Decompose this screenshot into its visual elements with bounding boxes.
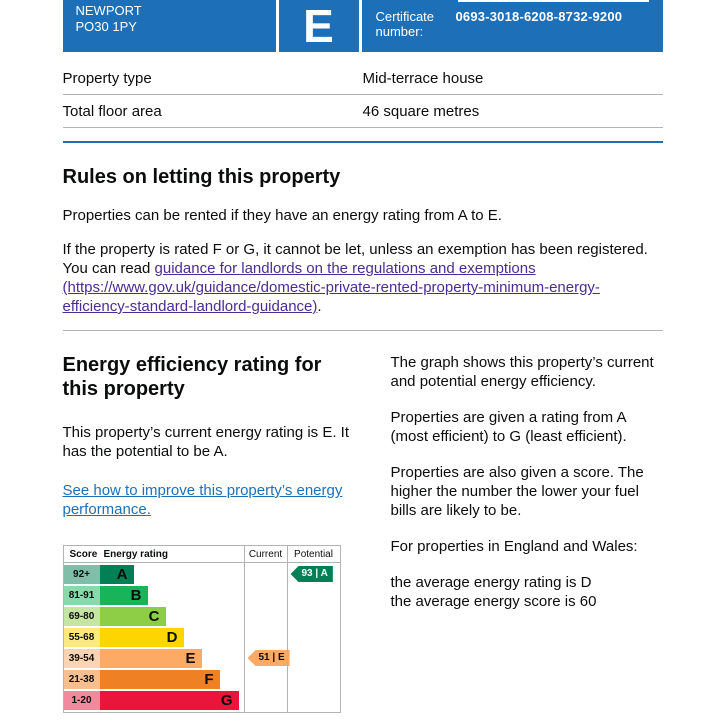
address-town: NEWPORT xyxy=(75,3,142,18)
header-divider-line xyxy=(457,0,649,2)
score-explainer-para: Properties are also given a score. The h… xyxy=(390,464,644,519)
band-score: 55-68 xyxy=(63,628,100,647)
band-letter: G xyxy=(220,692,233,709)
energy-rating-section: Energy efficiency rating for this proper… xyxy=(62,351,663,713)
address-postcode: PO30 1PY xyxy=(75,19,137,34)
band-letter: B xyxy=(130,587,142,604)
band-score: 69-80 xyxy=(63,607,100,626)
rating-column-header: Energy rating xyxy=(103,549,168,560)
energy-rating-badge: E xyxy=(278,0,359,52)
band-letter: E xyxy=(185,650,196,667)
current-rating-column: 51 | E xyxy=(243,563,290,712)
band-row-c: 69-80 C xyxy=(63,607,244,626)
band-bar: F xyxy=(99,670,220,689)
band-bar: E xyxy=(99,649,202,668)
band-score: 1-20 xyxy=(63,691,100,710)
rules-para-2-period: . xyxy=(317,298,322,315)
band-score: 21-38 xyxy=(63,670,100,689)
certificate-header-band: NEWPORT PO30 1PY E Certificate number: 0… xyxy=(62,0,663,52)
band-letter: D xyxy=(166,629,178,646)
property-type-label: Property type xyxy=(62,70,152,87)
band-letter: A xyxy=(116,566,128,583)
improve-performance-link[interactable]: See how to improve this property’s energ… xyxy=(62,482,343,518)
band-bar: D xyxy=(99,628,184,647)
band-row-b: 81-91 B xyxy=(63,586,244,605)
certificate-number-panel: Certificate number: 0693-3018-6208-8732-… xyxy=(361,0,663,52)
rating-range-para: Properties are given a rating from A (mo… xyxy=(390,409,627,445)
band-row-g: 1-20 G xyxy=(63,691,244,710)
epc-chart: Score Energy rating Current Potential 92… xyxy=(62,545,341,713)
improve-link-para: See how to improve this property’s energ… xyxy=(63,481,348,519)
table-row: Property type Mid-terrace house xyxy=(62,62,663,95)
certificate-number-value: 0693-3018-6208-8732-9200 xyxy=(455,9,623,24)
band-row-a: 92+ A xyxy=(63,565,244,584)
rules-para-1: Properties can be rented if they have an… xyxy=(62,207,502,224)
floor-area-value: 46 square metres xyxy=(362,103,480,120)
band-score: 81-91 xyxy=(63,586,100,605)
property-address: NEWPORT PO30 1PY xyxy=(62,0,276,52)
band-score: 39-54 xyxy=(63,649,100,668)
certificate-number-label: Certificate number: xyxy=(375,9,435,39)
score-column-header: Score xyxy=(69,549,98,560)
current-marker: 51 | E xyxy=(247,650,290,666)
band-letter: C xyxy=(148,608,160,625)
rules-para-2: If the property is rated F or G, it cann… xyxy=(63,240,663,316)
rules-heading: Rules on letting this property xyxy=(62,166,341,188)
section-divider-blue xyxy=(62,141,663,143)
energy-right-column: The graph shows this property’s current … xyxy=(391,351,663,713)
landlord-guidance-link[interactable]: guidance for landlords on the regulation… xyxy=(62,260,600,315)
band-row-d: 55-68 D xyxy=(63,628,244,647)
epc-bands: 92+ A 81-91 B 69-80 C xyxy=(63,563,244,712)
floor-area-label: Total floor area xyxy=(62,103,162,120)
band-row-e: 39-54 E xyxy=(63,649,244,668)
band-bar: A xyxy=(99,565,134,584)
rules-para-2-text: If the property is rated F or G, it cann… xyxy=(62,241,648,277)
epc-chart-header-left: Score Energy rating xyxy=(64,546,244,562)
band-score: 92+ xyxy=(63,565,100,584)
energy-rating-letter: E xyxy=(303,0,334,52)
band-row-f: 21-38 F xyxy=(63,670,244,689)
potential-rating-column: 93 | A xyxy=(286,563,340,712)
potential-column-header: Potential xyxy=(286,546,340,562)
section-divider-gray xyxy=(62,330,663,331)
average-rating-para: the average energy rating is D the avera… xyxy=(390,574,597,610)
property-summary-table: Property type Mid-terrace house Total fl… xyxy=(62,62,663,128)
potential-marker: 93 | A xyxy=(290,566,333,582)
band-letter: F xyxy=(204,671,214,688)
table-row: Total floor area 46 square metres xyxy=(62,95,663,128)
energy-left-column: Energy efficiency rating for this proper… xyxy=(62,351,375,713)
epc-chart-body: 92+ A 81-91 B 69-80 C xyxy=(63,563,340,712)
band-bar: C xyxy=(99,607,166,626)
band-bar: B xyxy=(99,586,148,605)
current-rating-para: This property’s current energy rating is… xyxy=(62,424,350,460)
band-bar: G xyxy=(99,691,239,710)
epc-chart-header: Score Energy rating Current Potential xyxy=(63,546,340,563)
england-wales-para: For properties in England and Wales: xyxy=(390,538,638,555)
property-type-value: Mid-terrace house xyxy=(362,70,484,87)
current-column-header: Current xyxy=(243,546,287,562)
graph-explainer-para: The graph shows this property’s current … xyxy=(390,354,654,390)
energy-heading: Energy efficiency rating for this proper… xyxy=(62,354,322,400)
